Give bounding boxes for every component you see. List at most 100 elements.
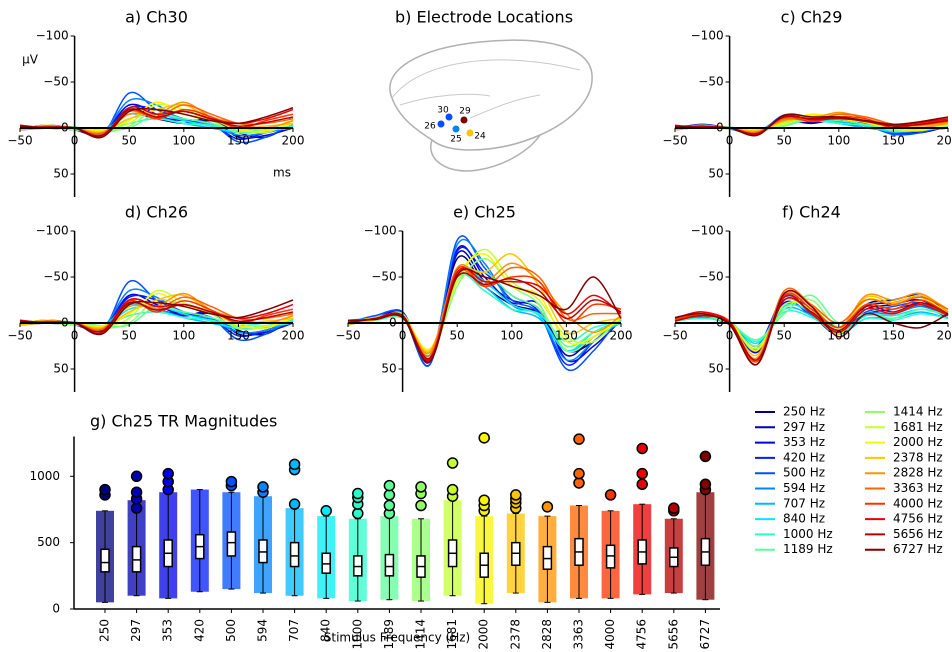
x-tick-label: 100 bbox=[827, 329, 850, 343]
outlier bbox=[446, 483, 459, 496]
legend-label: 1000 Hz bbox=[783, 527, 833, 541]
series-line bbox=[674, 289, 949, 366]
panel-title: d) Ch26 bbox=[125, 203, 188, 222]
electrode-label: 25 bbox=[450, 135, 461, 145]
outlier bbox=[668, 502, 680, 514]
x-tick-label: 353 bbox=[161, 619, 175, 642]
x-tick-label: 200 bbox=[610, 329, 633, 343]
series-line bbox=[674, 294, 949, 366]
y-tick-label: −100 bbox=[691, 224, 724, 238]
series-line bbox=[347, 268, 622, 363]
y-tick-label: −50 bbox=[43, 270, 68, 284]
outlier bbox=[130, 470, 143, 483]
electrode-label: 26 bbox=[424, 122, 436, 132]
y-tick-label: −100 bbox=[36, 29, 69, 43]
legend-label: 2000 Hz bbox=[893, 435, 943, 449]
x-tick-label: −50 bbox=[335, 329, 360, 343]
x-tick-label: 2378 bbox=[508, 619, 522, 650]
outlier bbox=[257, 481, 269, 493]
x-tick-label: 2828 bbox=[540, 619, 554, 650]
x-tick-label: 6727 bbox=[698, 619, 712, 650]
y-tick-label: 0 bbox=[52, 602, 60, 616]
legend-label: 3363 Hz bbox=[893, 481, 943, 495]
x-tick-label: −50 bbox=[662, 329, 687, 343]
box bbox=[226, 531, 237, 557]
x-tick-label: 150 bbox=[555, 329, 578, 343]
x-tick-label: 250 bbox=[98, 619, 112, 642]
x-tick-label: 50 bbox=[122, 134, 137, 148]
outlier bbox=[288, 498, 301, 510]
y-tick-label: −50 bbox=[698, 270, 723, 284]
x-tick-label: 0 bbox=[71, 329, 79, 343]
outlier bbox=[636, 467, 648, 480]
electrode-label: 29 bbox=[459, 107, 471, 117]
outlier bbox=[478, 494, 490, 506]
outlier bbox=[352, 507, 364, 520]
outlier bbox=[130, 502, 143, 514]
panel-title: c) Ch29 bbox=[781, 8, 843, 27]
y-tick-label: 50 bbox=[708, 362, 723, 376]
x-tick-label: 1000 bbox=[350, 619, 364, 650]
electrode-diagram: b) Electrode Locations 30 29 26 25 24 bbox=[389, 8, 593, 172]
y-tick-label: −50 bbox=[371, 270, 396, 284]
outlier bbox=[541, 501, 554, 513]
x-tick-label: −50 bbox=[7, 134, 32, 148]
outlier bbox=[573, 477, 585, 489]
electrode bbox=[466, 129, 474, 137]
y-tick-label: 50 bbox=[53, 167, 68, 181]
x-tick-label: −50 bbox=[7, 329, 32, 343]
x-tick-label: 0 bbox=[71, 134, 79, 148]
x-tick-label: 1189 bbox=[382, 619, 396, 650]
diagram-title: b) Electrode Locations bbox=[395, 8, 573, 27]
x-tick-label: 100 bbox=[172, 134, 195, 148]
legend-label: 5656 Hz bbox=[893, 527, 943, 541]
outlier bbox=[383, 489, 396, 501]
y-tick-label: 0 bbox=[61, 316, 69, 330]
legend-label: 500 Hz bbox=[783, 466, 825, 480]
temporal-outline bbox=[430, 134, 541, 172]
legend-label: 1681 Hz bbox=[893, 420, 943, 434]
x-tick-label: 500 bbox=[224, 619, 238, 642]
outlier bbox=[573, 467, 585, 480]
electrode-label: 24 bbox=[474, 132, 486, 142]
y-tick-label: −100 bbox=[364, 224, 397, 238]
outlier bbox=[699, 478, 712, 491]
x-tick-label: 4756 bbox=[635, 619, 649, 650]
electrode bbox=[460, 116, 468, 124]
legend-label: 594 Hz bbox=[783, 481, 825, 495]
legend-label: 420 Hz bbox=[783, 450, 825, 464]
box bbox=[289, 541, 300, 568]
outlier bbox=[225, 475, 238, 488]
outlier bbox=[415, 499, 427, 512]
legend-label: 6727 Hz bbox=[893, 542, 943, 556]
x-tick-label: 3363 bbox=[572, 619, 586, 650]
outlier bbox=[352, 487, 364, 500]
panel-title: e) Ch25 bbox=[453, 203, 516, 222]
x-tick-label: 707 bbox=[287, 619, 301, 642]
x-tick-label: 0 bbox=[399, 329, 407, 343]
x-tick-label: 420 bbox=[192, 619, 206, 642]
electrode-label: 30 bbox=[437, 106, 449, 116]
outlier bbox=[288, 458, 301, 471]
outlier bbox=[478, 432, 490, 444]
y-tick-label: −50 bbox=[698, 75, 723, 89]
outlier bbox=[446, 457, 459, 469]
x-tick-label: 0 bbox=[726, 134, 734, 148]
x-tick-label: 2000 bbox=[477, 619, 491, 650]
legend-label: 250 Hz bbox=[783, 405, 825, 419]
series-line bbox=[347, 235, 622, 372]
box bbox=[384, 553, 395, 577]
y-tick-label: −100 bbox=[691, 29, 724, 43]
y-tick-label: 50 bbox=[708, 167, 723, 181]
outlier bbox=[99, 483, 111, 496]
legend-label: 1414 Hz bbox=[893, 405, 943, 419]
series-line bbox=[347, 257, 622, 356]
electrode bbox=[452, 125, 460, 133]
legend-label: 840 Hz bbox=[783, 512, 825, 526]
outlier bbox=[162, 467, 174, 480]
box bbox=[100, 548, 110, 573]
outlier bbox=[130, 486, 143, 498]
y-tick-label: 500 bbox=[37, 535, 60, 549]
x-tick-label: 150 bbox=[882, 329, 905, 343]
